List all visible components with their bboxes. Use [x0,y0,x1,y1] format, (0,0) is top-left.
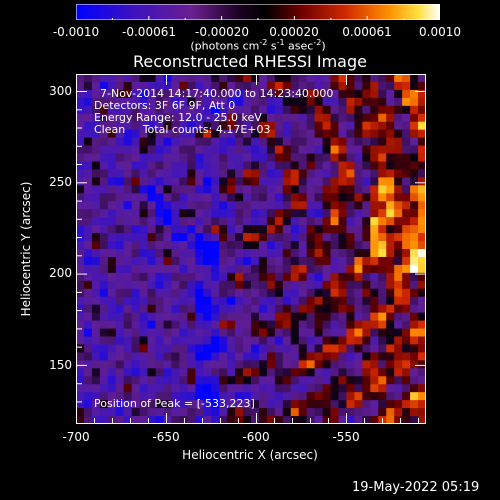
y-tick-250: 250 [49,175,72,189]
colorbar-tick-1: -0.00061 [122,25,176,39]
footer-timestamp: 19-May-2022 05:19 [352,480,480,495]
rhessi-image [76,74,427,425]
y-axis-label: Heliocentric Y (arcsec) [19,181,33,317]
colorbar-tick-4: 0.00061 [342,25,392,39]
annotation-energy-range: Energy Range: 12.0 - 25.0 keV [94,111,262,124]
colorbar-tick-0: -0.0010 [52,25,100,39]
colorbar-units: (photons cm-2 s-1 asec-2) [190,38,326,53]
annotation-time-range: 7-Nov-2014 14:17:40.000 to 14:23:40.000 [100,87,334,100]
colorbar-tick-2: -0.00020 [195,25,249,39]
y-tick-200: 200 [49,266,72,280]
colorbar-tick-5: 0.0010 [419,25,461,39]
x-tick-600: -600 [242,430,270,444]
y-tick-150: 150 [49,358,72,372]
x-tick-700: -700 [62,430,90,444]
annotation-peak: Position of Peak = [-533,223] [94,397,255,410]
y-tick-300: 300 [49,84,72,98]
x-tick-650: -650 [152,430,180,444]
plot-title: Reconstructed RHESSI Image [133,52,367,71]
image-plot [76,74,427,425]
annotation-detectors: Detectors: 3F 6F 9F, Att 0 [94,99,236,112]
colorbar-tick-3: 0.00020 [269,25,319,39]
annotation-clean-counts: Clean Total counts: 4.17E+03 [94,123,271,136]
x-axis-label: Heliocentric X (arcsec) [182,448,318,462]
x-tick-550: -550 [332,430,360,444]
